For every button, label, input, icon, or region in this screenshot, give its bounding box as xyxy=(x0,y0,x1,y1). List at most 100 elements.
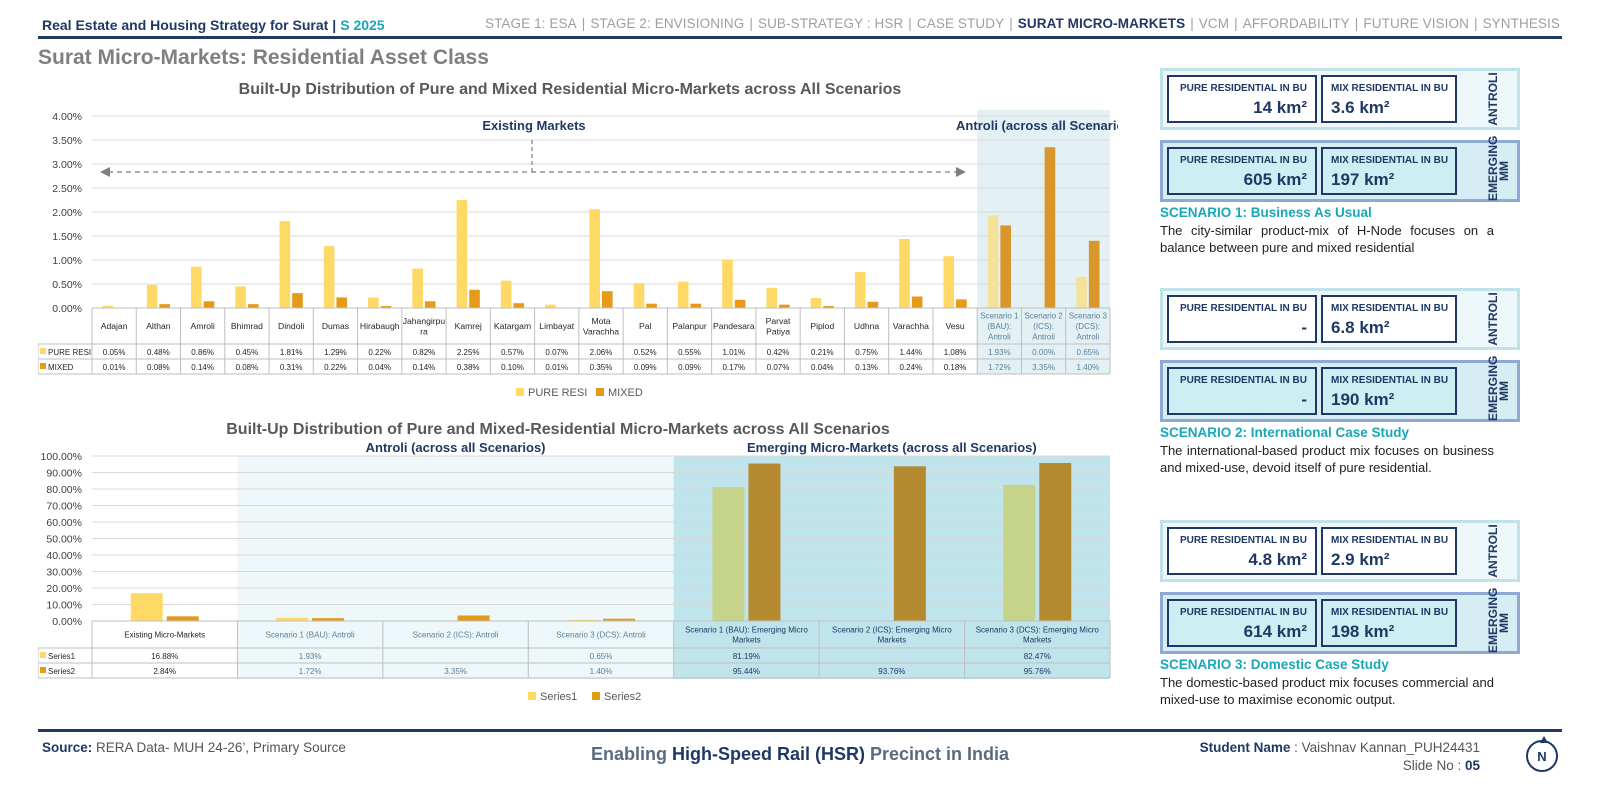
data-label: 0.00% xyxy=(1032,348,1055,357)
data-label: 0.07% xyxy=(767,363,790,372)
footer-tagline: Enabling High-Speed Rail (HSR) Precinct … xyxy=(0,744,1600,765)
data-label: 1.72% xyxy=(988,363,1011,372)
nav-item-vcm[interactable]: VCM xyxy=(1198,16,1230,31)
metric-value: 190 km² xyxy=(1331,390,1395,409)
category-label: Antroli xyxy=(988,333,1011,342)
data-label: 0.13% xyxy=(855,363,878,372)
table-series-name: MIXED xyxy=(48,363,74,372)
scenario-title: SCENARIO 3: Domestic Case Study xyxy=(1160,657,1389,672)
nav-item-stage-2-envisioning[interactable]: STAGE 2: ENVISIONING xyxy=(590,16,745,31)
antroli-highlight-band xyxy=(977,110,1110,374)
chart2-y-tick: 20.00% xyxy=(46,583,82,595)
slide-label: Slide No : xyxy=(1402,758,1465,773)
category-label: Markets xyxy=(878,636,906,645)
annotation-antroli: Antroli (across all Scenarios) xyxy=(366,440,546,455)
data-label: 0.52% xyxy=(634,348,657,357)
category-label: Scenario 2 xyxy=(1024,312,1063,321)
chart-micro-markets-svg: Built-Up Distribution of Pure and Mixed … xyxy=(38,81,1118,399)
data-label: 16.88% xyxy=(151,652,178,661)
tagline-post: Precinct in India xyxy=(864,744,1010,764)
mix-residential-metric: MIX RESIDENTIAL IN BU 6.8 km² xyxy=(1321,295,1457,343)
student-name-text: : Vaishnav Kannan_PUH24431 xyxy=(1290,740,1480,755)
metric-label: MIX RESIDENTIAL IN BU xyxy=(1331,83,1449,94)
legend-key xyxy=(596,388,604,396)
data-label: 0.55% xyxy=(678,348,701,357)
footer-divider xyxy=(38,729,1562,732)
data-label: 0.08% xyxy=(147,363,170,372)
data-label: 0.07% xyxy=(545,348,568,357)
nav-item-case-study[interactable]: CASE STUDY xyxy=(916,16,1005,31)
category-label: (DCS): xyxy=(1076,322,1100,331)
chart-micro-markets: Built-Up Distribution of Pure and Mixed … xyxy=(38,74,1118,404)
bar-mixed xyxy=(336,297,348,308)
chart2-y-tick: 90.00% xyxy=(46,468,82,480)
category-label: Antroli xyxy=(1077,333,1100,342)
metric-value: 3.6 km² xyxy=(1331,98,1390,117)
bar-mixed xyxy=(292,293,303,308)
bar-mixed xyxy=(247,304,259,308)
metric-value: - xyxy=(1301,390,1307,409)
nav-item-surat-micro-markets[interactable]: SURAT MICRO-MARKETS xyxy=(1017,16,1186,31)
mix-residential-metric: MIX RESIDENTIAL IN BU 190 km² xyxy=(1321,367,1457,415)
bar-series1 xyxy=(130,593,163,621)
chart1-y-tick: 1.00% xyxy=(52,255,82,267)
nav-item-affordability[interactable]: AFFORDABILITY xyxy=(1242,16,1350,31)
category-label: Scenario 3 (DCS): Antroli xyxy=(556,631,646,640)
metric-label: MIX RESIDENTIAL IN BU xyxy=(1331,607,1449,618)
emerging-metrics-box: PURE RESIDENTIAL IN BU 614 km² MIX RESIDEN… xyxy=(1160,592,1520,654)
legend-label: Series1 xyxy=(540,691,577,703)
data-label: 81.19% xyxy=(733,652,760,661)
data-label: 0.09% xyxy=(634,363,657,372)
north-letter: N xyxy=(1537,749,1547,764)
data-label: 1.81% xyxy=(280,348,303,357)
chart1-y-tick: 0.50% xyxy=(52,279,82,291)
bar-pure-resi xyxy=(633,283,645,308)
nav-item-stage-1-esa[interactable]: STAGE 1: ESA xyxy=(484,16,577,31)
metric-value: 14 km² xyxy=(1253,98,1307,117)
antroli-metrics-box: PURE RESIDENTIAL IN BU 14 km² MIX RESIDENT… xyxy=(1160,68,1520,130)
category-label: Piplod xyxy=(810,321,834,331)
category-label: (ICS): xyxy=(1033,322,1054,331)
chart1-y-tick: 2.50% xyxy=(52,183,82,195)
chart-scenarios: Built-Up Distribution of Pure and Mixed-… xyxy=(38,414,1118,714)
data-label: 0.14% xyxy=(191,363,214,372)
bar-series2 xyxy=(1039,462,1072,621)
table-legend-key xyxy=(40,652,46,658)
bar-pure-resi xyxy=(589,209,600,308)
data-label: 0.57% xyxy=(501,348,524,357)
category-label: Markets xyxy=(732,636,760,645)
mix-residential-metric: MIX RESIDENTIAL IN BU 3.6 km² xyxy=(1321,75,1457,123)
nav-separator: | xyxy=(1473,16,1478,31)
bar-series2 xyxy=(457,615,490,621)
nav-separator: | xyxy=(1234,16,1238,31)
data-label: 1.93% xyxy=(299,652,322,661)
bar-pure-resi xyxy=(810,297,822,308)
category-label: Pal xyxy=(639,321,652,331)
nav-item-future-vision[interactable]: FUTURE VISION xyxy=(1363,16,1469,31)
metric-label: PURE RESIDENTIAL IN BU xyxy=(1179,535,1307,546)
bar-mixed xyxy=(380,306,392,308)
bar-series2 xyxy=(893,466,926,621)
nav-item-synthesis[interactable]: SYNTHESIS xyxy=(1482,16,1560,31)
legend-label: PURE RESI xyxy=(528,387,587,399)
category-label: Althan xyxy=(146,321,171,331)
source-text: RERA Data- MUH 24-26’, Primary Source xyxy=(96,740,346,755)
data-label: 0.65% xyxy=(590,652,613,661)
bar-series1 xyxy=(1003,484,1036,621)
bar-pure-resi xyxy=(943,256,955,308)
bar-mixed xyxy=(646,303,657,308)
bar-series2 xyxy=(748,463,781,621)
metric-label: PURE RESIDENTIAL IN BU xyxy=(1179,375,1307,386)
table-series-name: Series1 xyxy=(48,652,76,661)
antroli-vertical-label: ANTROLI xyxy=(1486,524,1500,578)
data-label: 82.47% xyxy=(1024,652,1051,661)
metric-value: 2.9 km² xyxy=(1331,550,1390,569)
nav-item-sub-strategy-hsr[interactable]: SUB-STRATEGY : HSR xyxy=(757,16,904,31)
category-label: Scenario 1 (BAU): Antroli xyxy=(266,631,355,640)
bar-series1 xyxy=(567,619,599,621)
category-label: Pandesara xyxy=(713,321,755,331)
category-label: Varachha xyxy=(893,321,929,331)
category-label: Hirabaugh xyxy=(360,321,400,331)
bar-mixed xyxy=(823,306,834,308)
category-label: Katargam xyxy=(494,321,531,331)
